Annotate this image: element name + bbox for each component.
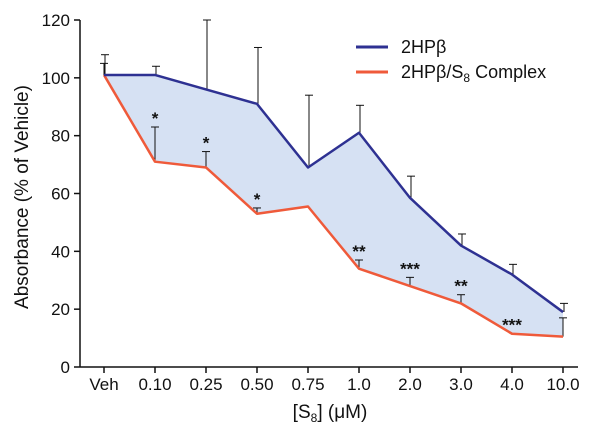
y-ticks: 0 20 40 60 80 100 120: [42, 11, 80, 377]
significance-marker: ***: [400, 259, 420, 278]
x-tick-label: 0.75: [291, 375, 324, 394]
x-tick-label: Veh: [89, 375, 118, 394]
legend-label-complex: 2HPβ/S8 Complex: [401, 62, 546, 85]
y-tick-label: 100: [42, 69, 70, 88]
significance-marker: ***: [502, 316, 522, 335]
fill-between-area: [104, 74, 563, 337]
x-tick-label: 0.10: [138, 375, 171, 394]
x-axis-label: [S8] (μM): [293, 402, 368, 425]
y-tick-label: 0: [61, 358, 70, 377]
significance-marker: *: [152, 109, 159, 128]
legend-label-complex-main: 2HPβ/S: [401, 62, 463, 82]
y-tick-label: 40: [51, 242, 70, 261]
x-tick-label: 3.0: [449, 375, 473, 394]
x-tick-label: 0.25: [189, 375, 222, 394]
y-tick-label: 80: [51, 127, 70, 146]
legend-label-complex-end: Complex: [470, 62, 546, 82]
series-line-2hpb: [104, 73, 564, 314]
x-axis-label-end: ] (μM): [317, 402, 367, 423]
plot-area: [100, 19, 568, 338]
x-axis-label-sub: 8: [311, 411, 318, 425]
x-tick-label: 0.50: [240, 375, 273, 394]
y-tick-label: 20: [51, 300, 70, 319]
significance-marker: *: [254, 190, 261, 209]
significance-marker: **: [454, 277, 468, 296]
x-tick-label: 2.0: [398, 375, 422, 394]
y-axis-label: Absorbance (% of Vehicle): [12, 85, 33, 309]
x-axis-label-main: [S: [293, 402, 311, 423]
significance-marker: **: [352, 242, 366, 261]
x-tick-label: 10.0: [546, 375, 579, 394]
y-tick-label: 120: [42, 11, 70, 30]
x-tick-label: 4.0: [500, 375, 524, 394]
series-lines: [102, 73, 564, 338]
x-ticks: Veh 0.10 0.25 0.50 0.75 1.0 2.0 3.0 4.0 10.0: [89, 367, 580, 394]
series-line-complex: [102, 74, 564, 338]
legend: 2HPβ 2HPβ/S8 Complex: [356, 37, 546, 85]
legend-label-2hpb: 2HPβ: [401, 37, 446, 57]
error-bars: [100, 19, 568, 337]
legend-label-complex-sub: 8: [463, 71, 470, 85]
y-tick-label: 60: [51, 185, 70, 204]
significance-marker: *: [203, 134, 210, 153]
significance-annotations: *************: [152, 109, 523, 335]
x-tick-label: 1.0: [347, 375, 371, 394]
